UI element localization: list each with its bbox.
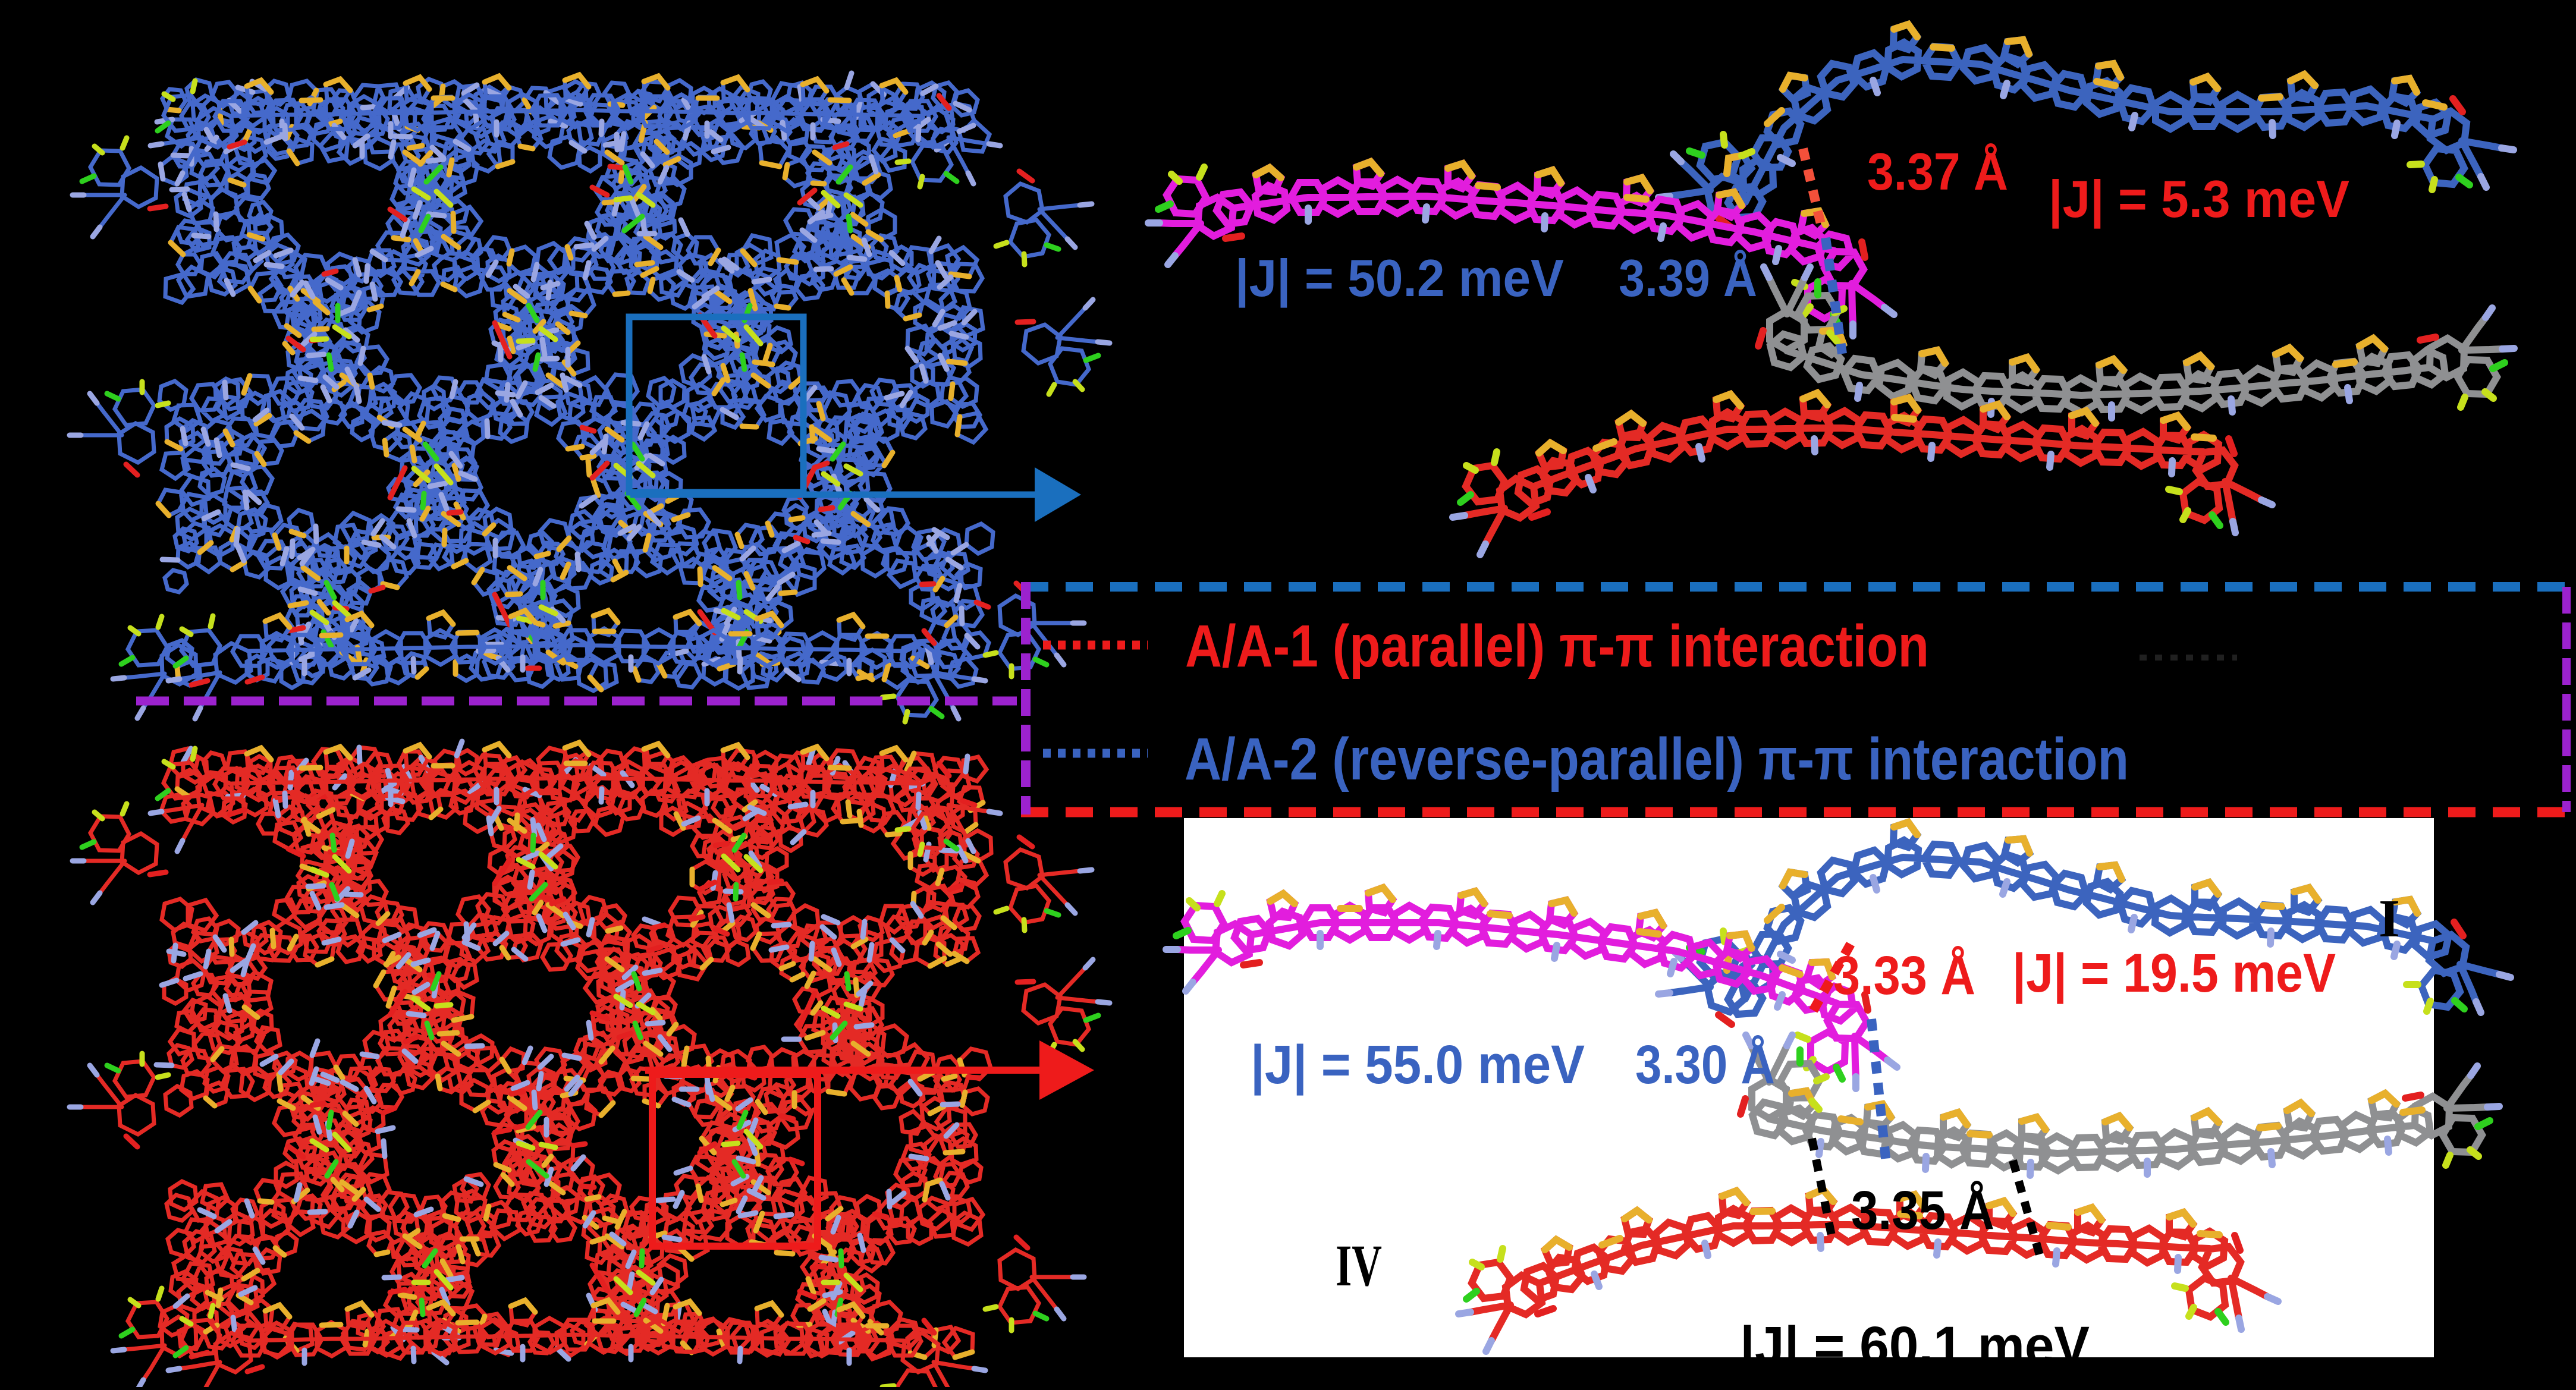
svg-text:A/A-1 (parallel) π-π interacti: A/A-1 (parallel) π-π interaction [1185, 613, 1929, 680]
svg-text:A/A-2 (reverse-parallel) π-π i: A/A-2 (reverse-parallel) π-π interaction [1185, 726, 2129, 793]
svg-text:IV: IV [1336, 1232, 1382, 1298]
svg-text:|J| = 55.0 meV: |J| = 55.0 meV [1251, 1034, 1585, 1096]
svg-text:3.33 Å: 3.33 Å [1833, 945, 1975, 1006]
svg-text:|J| = 5.3 meV: |J| = 5.3 meV [2049, 169, 2349, 229]
svg-text:|J| = 60.1 meV: |J| = 60.1 meV [1740, 1316, 2090, 1377]
svg-text:3.35 Å: 3.35 Å [1851, 1180, 1994, 1241]
svg-text:|J| = 19.5 meV: |J| = 19.5 meV [2012, 943, 2336, 1004]
svg-text:I: I [2379, 889, 2400, 948]
svg-text:3.37 Å: 3.37 Å [1867, 142, 2008, 201]
svg-text:3.30 Å: 3.30 Å [1635, 1034, 1775, 1095]
svg-text:|J| = 50.2 meV: |J| = 50.2 meV [1235, 249, 1564, 308]
svg-text:3.39 Å: 3.39 Å [1619, 249, 1757, 307]
